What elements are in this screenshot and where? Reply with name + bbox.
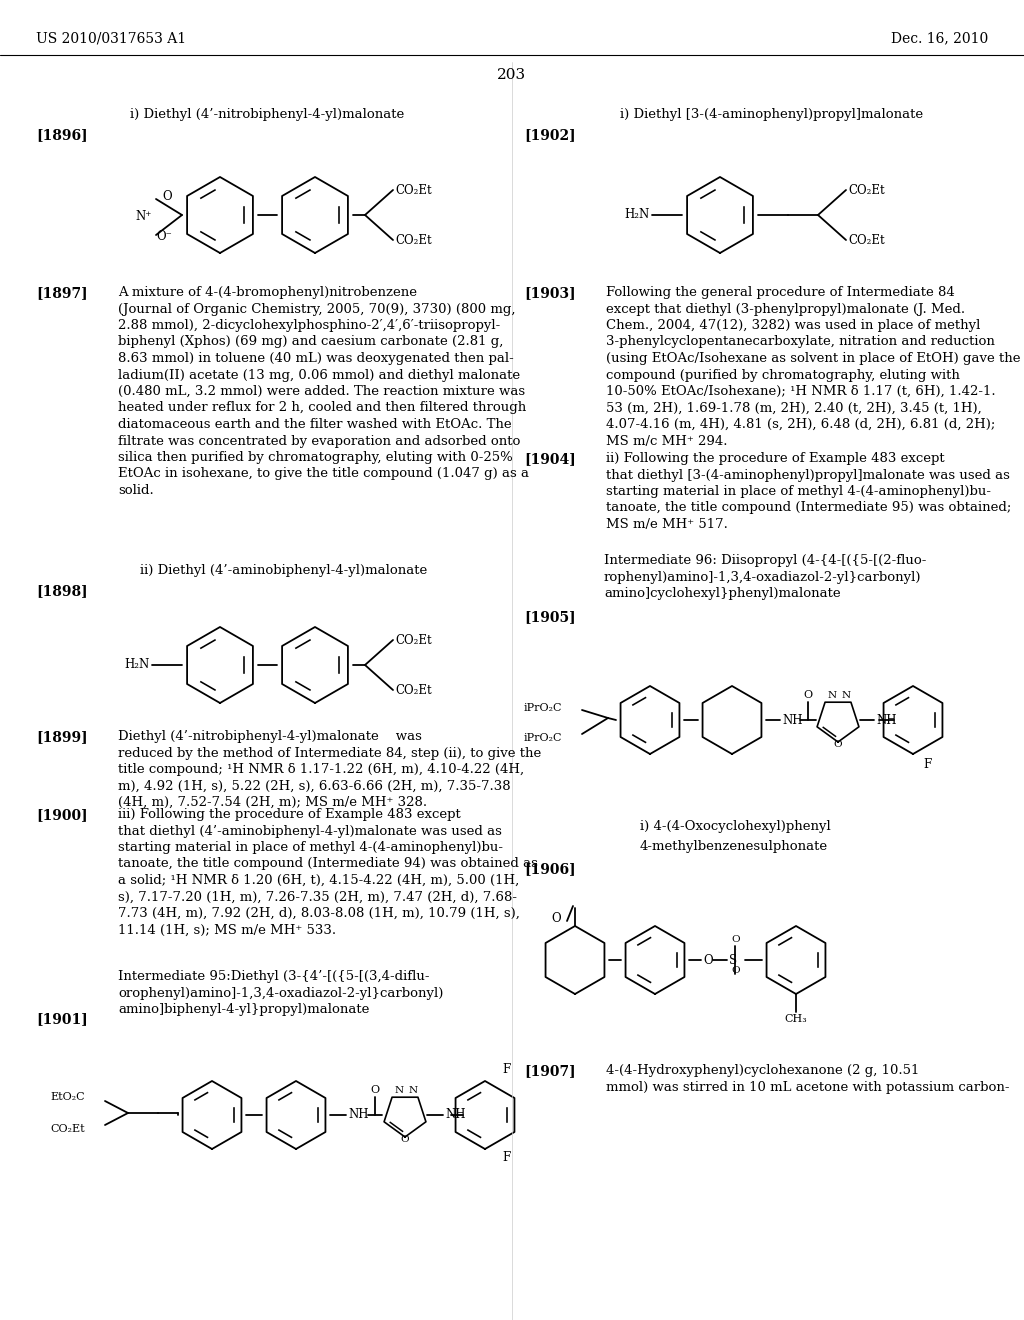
Text: i) Diethyl [3-(4-aminophenyl)propyl]malonate: i) Diethyl [3-(4-aminophenyl)propyl]malo…: [620, 108, 923, 121]
Text: F: F: [924, 758, 932, 771]
Text: CO₂Et: CO₂Et: [395, 684, 432, 697]
Text: O: O: [551, 912, 561, 924]
Text: CO₂Et: CO₂Et: [50, 1125, 85, 1134]
Text: O: O: [163, 190, 172, 203]
Text: CO₂Et: CO₂Et: [395, 634, 432, 647]
Text: Intermediate 96: Diisopropyl (4-{4-[({5-[(2-fluo-
rophenyl)amino]-1,3,4-oxadiazo: Intermediate 96: Diisopropyl (4-{4-[({5-…: [604, 554, 927, 601]
Text: US 2010/0317653 A1: US 2010/0317653 A1: [36, 30, 186, 45]
Text: O: O: [371, 1085, 380, 1096]
Text: Diethyl (4’-nitrobiphenyl-4-yl)malonate    was
reduced by the method of Intermed: Diethyl (4’-nitrobiphenyl-4-yl)malonate …: [118, 730, 542, 809]
Text: CO₂Et: CO₂Et: [395, 183, 432, 197]
Text: CO₂Et: CO₂Et: [848, 183, 885, 197]
Text: O: O: [400, 1135, 410, 1144]
Text: A mixture of 4-(4-bromophenyl)nitrobenzene
(Journal of Organic Chemistry, 2005, : A mixture of 4-(4-bromophenyl)nitrobenze…: [118, 286, 529, 498]
Text: O: O: [703, 953, 713, 966]
Text: S: S: [729, 953, 737, 966]
Text: i) Diethyl (4’-nitrobiphenyl-4-yl)malonate: i) Diethyl (4’-nitrobiphenyl-4-yl)malona…: [130, 108, 404, 121]
Text: EtO₂C: EtO₂C: [50, 1092, 85, 1102]
Text: O: O: [834, 741, 843, 748]
Text: NH: NH: [348, 1109, 369, 1122]
Text: [1899]: [1899]: [36, 730, 88, 744]
Text: N: N: [842, 690, 851, 700]
Text: [1896]: [1896]: [36, 128, 88, 143]
Text: O⁻: O⁻: [156, 231, 172, 243]
Text: NH: NH: [876, 714, 896, 726]
Text: [1900]: [1900]: [36, 808, 88, 822]
Text: [1898]: [1898]: [36, 583, 88, 598]
Text: NH: NH: [445, 1109, 466, 1122]
Text: [1905]: [1905]: [524, 610, 575, 624]
Text: [1907]: [1907]: [524, 1064, 575, 1078]
Text: [1901]: [1901]: [36, 1012, 88, 1026]
Text: H₂N: H₂N: [125, 659, 150, 672]
Text: N: N: [409, 1086, 418, 1096]
Text: i) 4-(4-Oxocyclohexyl)phenyl: i) 4-(4-Oxocyclohexyl)phenyl: [640, 820, 830, 833]
Text: [1897]: [1897]: [36, 286, 88, 300]
Text: O: O: [804, 690, 813, 700]
Text: [1903]: [1903]: [524, 286, 575, 300]
Text: CO₂Et: CO₂Et: [395, 234, 432, 247]
Text: 4-(4-Hydroxyphenyl)cyclohexanone (2 g, 10.51
mmol) was stirred in 10 mL acetone : 4-(4-Hydroxyphenyl)cyclohexanone (2 g, 1…: [606, 1064, 1010, 1093]
Text: 4-methylbenzenesulphonate: 4-methylbenzenesulphonate: [640, 840, 828, 853]
Text: [1906]: [1906]: [524, 862, 575, 876]
Text: Following the general procedure of Intermediate 84
except that diethyl (3-phenyl: Following the general procedure of Inter…: [606, 286, 1024, 447]
Text: ii) Following the procedure of Example 483 except
that diethyl [3-(4-aminophenyl: ii) Following the procedure of Example 4…: [606, 451, 1012, 531]
Text: O: O: [731, 966, 739, 975]
Text: Intermediate 95:Diethyl (3-{4’-[({5-[(3,4-diflu-
orophenyl)amino]-1,3,4-oxadiazo: Intermediate 95:Diethyl (3-{4’-[({5-[(3,…: [118, 970, 443, 1016]
Text: [1904]: [1904]: [524, 451, 575, 466]
Text: iPrO₂C: iPrO₂C: [524, 733, 562, 743]
Text: 203: 203: [498, 69, 526, 82]
Text: F: F: [502, 1151, 510, 1164]
Text: CH₃: CH₃: [784, 1014, 807, 1024]
Text: N⁺: N⁺: [135, 210, 152, 223]
Text: N: N: [394, 1086, 403, 1096]
Text: H₂N: H₂N: [625, 209, 650, 222]
Text: F: F: [502, 1063, 510, 1076]
Text: N: N: [827, 690, 837, 700]
Text: ii) Diethyl (4’-aminobiphenyl-4-yl)malonate: ii) Diethyl (4’-aminobiphenyl-4-yl)malon…: [140, 564, 427, 577]
Text: O: O: [731, 935, 739, 944]
Text: Dec. 16, 2010: Dec. 16, 2010: [891, 30, 988, 45]
Text: NH: NH: [782, 714, 803, 726]
Text: CO₂Et: CO₂Et: [848, 234, 885, 247]
Text: iii) Following the procedure of Example 483 except
that diethyl (4’-aminobipheny: iii) Following the procedure of Example …: [118, 808, 538, 936]
Text: [1902]: [1902]: [524, 128, 575, 143]
Text: iPrO₂C: iPrO₂C: [524, 704, 562, 713]
